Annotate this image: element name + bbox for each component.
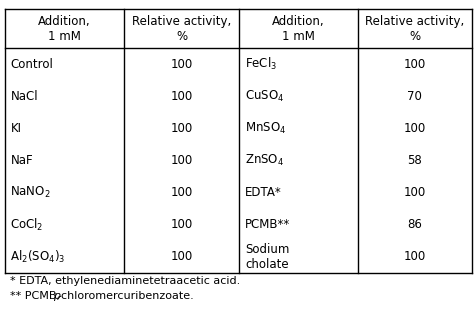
Text: 100: 100 <box>171 154 193 167</box>
Text: CoCl$_2$: CoCl$_2$ <box>10 217 44 233</box>
Text: EDTA*: EDTA* <box>245 186 282 199</box>
Text: 100: 100 <box>404 186 426 199</box>
Text: 100: 100 <box>171 186 193 199</box>
Text: Addition,
1 mM: Addition, 1 mM <box>272 15 325 43</box>
Text: 100: 100 <box>171 90 193 103</box>
Text: 100: 100 <box>171 122 193 135</box>
Text: -chloromercuribenzoate.: -chloromercuribenzoate. <box>57 291 194 301</box>
Text: Relative activity,
%: Relative activity, % <box>365 15 465 43</box>
Text: 100: 100 <box>404 250 426 263</box>
Text: ZnSO$_4$: ZnSO$_4$ <box>245 153 284 168</box>
Text: Addition,
1 mM: Addition, 1 mM <box>38 15 91 43</box>
Text: Relative activity,
%: Relative activity, % <box>132 15 231 43</box>
Text: Sodium
cholate: Sodium cholate <box>245 243 290 271</box>
Text: FeCl$_3$: FeCl$_3$ <box>245 56 277 72</box>
Text: NaCl: NaCl <box>10 90 38 103</box>
Text: KI: KI <box>10 122 21 135</box>
Text: 100: 100 <box>171 218 193 231</box>
Text: 100: 100 <box>404 58 426 71</box>
Text: 100: 100 <box>171 58 193 71</box>
Text: PCMB**: PCMB** <box>245 218 290 231</box>
Text: * EDTA, ethylenediaminetetraacetic acid.: * EDTA, ethylenediaminetetraacetic acid. <box>10 276 241 286</box>
Text: p: p <box>53 291 60 301</box>
Text: Al$_2$(SO$_4$)$_3$: Al$_2$(SO$_4$)$_3$ <box>10 249 66 265</box>
Text: 70: 70 <box>407 90 422 103</box>
Text: 58: 58 <box>407 154 422 167</box>
Text: NaF: NaF <box>10 154 33 167</box>
Text: NaNO$_2$: NaNO$_2$ <box>10 185 51 200</box>
Text: ** PCMB,: ** PCMB, <box>10 291 64 301</box>
Text: CuSO$_4$: CuSO$_4$ <box>245 89 284 104</box>
Text: 100: 100 <box>404 122 426 135</box>
Text: 86: 86 <box>407 218 422 231</box>
Text: Control: Control <box>10 58 53 71</box>
Text: MnSO$_4$: MnSO$_4$ <box>245 121 286 136</box>
Text: 100: 100 <box>171 250 193 263</box>
